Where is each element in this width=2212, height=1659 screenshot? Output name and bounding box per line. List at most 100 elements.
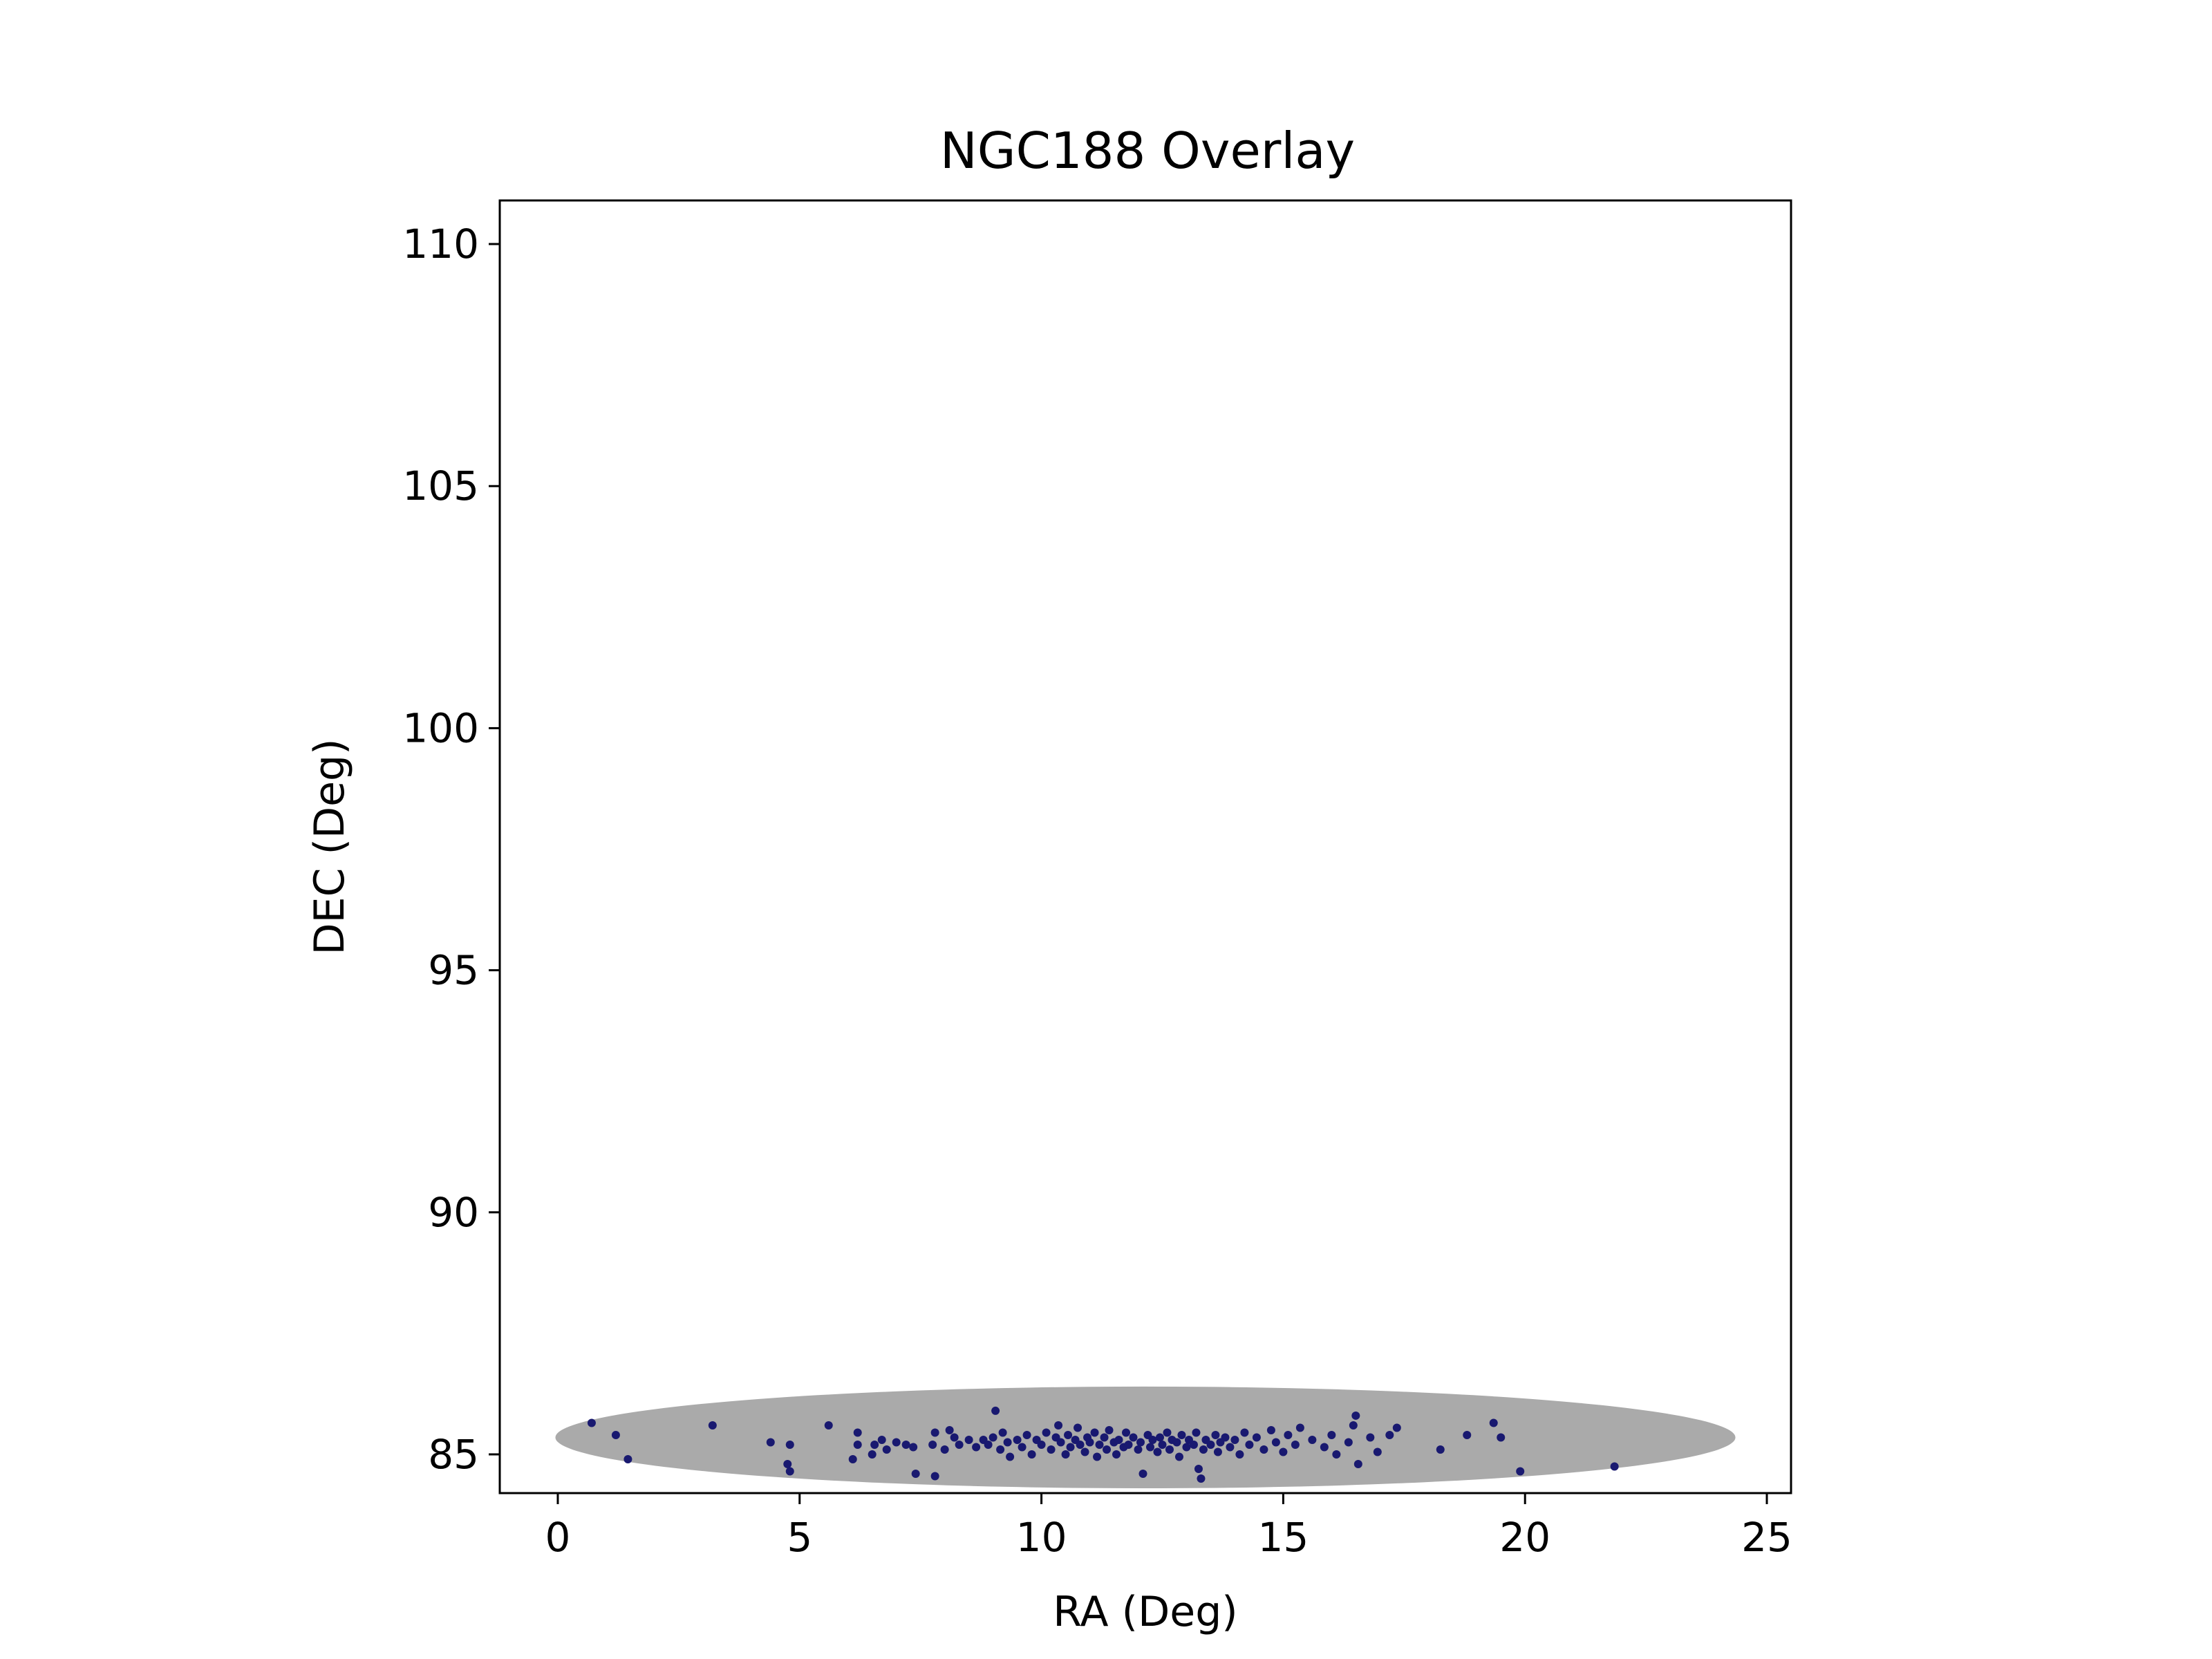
x-tick-label: 10 — [1016, 1514, 1067, 1561]
data-point — [945, 1425, 954, 1434]
data-point — [930, 1472, 939, 1481]
x-tick-label: 25 — [1741, 1514, 1792, 1561]
data-point — [1226, 1443, 1235, 1452]
data-point — [1392, 1423, 1401, 1432]
y-tick-label: 100 — [402, 704, 479, 751]
data-point — [1366, 1433, 1375, 1442]
data-point — [1295, 1423, 1304, 1432]
data-point — [1177, 1430, 1186, 1439]
data-point — [1344, 1438, 1353, 1447]
data-point — [901, 1440, 910, 1449]
plot-area — [555, 1386, 1736, 1488]
data-point — [1516, 1467, 1525, 1476]
data-point — [853, 1428, 862, 1437]
data-point — [1349, 1421, 1358, 1430]
data-point — [955, 1440, 964, 1449]
data-point — [1194, 1464, 1203, 1473]
data-point — [824, 1421, 833, 1430]
y-tick-label: 110 — [402, 221, 479, 268]
data-point — [988, 1433, 997, 1442]
data-point — [1061, 1450, 1070, 1459]
data-point — [785, 1467, 794, 1476]
data-point — [1158, 1440, 1167, 1449]
data-point — [587, 1418, 596, 1427]
data-point — [1211, 1430, 1220, 1439]
data-point — [1259, 1445, 1268, 1454]
data-point — [1291, 1440, 1300, 1449]
x-tick-label: 15 — [1257, 1514, 1309, 1561]
data-point — [1163, 1428, 1172, 1437]
data-point — [1153, 1447, 1162, 1456]
data-point — [1013, 1435, 1022, 1444]
data-point — [1122, 1428, 1131, 1437]
data-point — [1124, 1440, 1133, 1449]
data-point — [1145, 1443, 1154, 1452]
data-point — [1436, 1445, 1445, 1454]
data-point — [892, 1438, 901, 1447]
data-point — [1240, 1428, 1249, 1437]
data-point — [1112, 1450, 1121, 1459]
data-point — [911, 1469, 920, 1478]
data-point — [870, 1440, 879, 1449]
data-point — [1054, 1421, 1063, 1430]
data-point — [1148, 1435, 1157, 1444]
data-point — [1252, 1433, 1261, 1442]
x-axis-label: RA (Deg) — [1053, 1588, 1237, 1636]
data-point — [1284, 1430, 1293, 1439]
data-point — [940, 1445, 949, 1454]
data-point — [972, 1443, 981, 1452]
data-point — [1114, 1435, 1123, 1444]
data-point — [1064, 1430, 1073, 1439]
data-point — [1074, 1423, 1082, 1432]
data-point — [1003, 1438, 1012, 1447]
data-point — [1327, 1430, 1336, 1439]
data-point — [998, 1428, 1007, 1437]
x-tick-label: 0 — [545, 1514, 571, 1561]
data-point — [1165, 1445, 1174, 1454]
data-point — [848, 1454, 857, 1463]
data-point — [1373, 1447, 1382, 1456]
data-point — [624, 1454, 632, 1463]
y-tick-label: 85 — [428, 1431, 479, 1478]
data-point — [1100, 1433, 1109, 1442]
data-point — [1353, 1459, 1362, 1468]
data-point — [996, 1445, 1005, 1454]
data-point — [1189, 1440, 1198, 1449]
data-point — [1085, 1438, 1094, 1447]
data-point — [882, 1445, 891, 1454]
data-point — [1129, 1433, 1138, 1442]
data-point — [1076, 1440, 1085, 1449]
x-tick-label: 20 — [1499, 1514, 1550, 1561]
data-point — [1134, 1445, 1143, 1454]
data-point — [1172, 1438, 1181, 1447]
data-point — [1332, 1450, 1341, 1459]
data-point — [991, 1406, 1000, 1415]
data-point — [1138, 1469, 1147, 1478]
data-point — [1221, 1433, 1230, 1442]
data-point — [930, 1428, 939, 1437]
y-tick-label: 105 — [402, 462, 479, 509]
data-point — [1230, 1435, 1239, 1444]
data-point — [1037, 1440, 1046, 1449]
data-point — [950, 1433, 959, 1442]
axes-frame — [498, 199, 1792, 1494]
data-point — [984, 1440, 993, 1449]
data-point — [1006, 1452, 1015, 1461]
data-point — [1320, 1443, 1329, 1452]
data-point — [1105, 1425, 1114, 1434]
y-axis-label: DEC (Deg) — [306, 738, 354, 955]
data-point — [785, 1440, 794, 1449]
data-point — [1463, 1430, 1472, 1439]
data-point — [1497, 1433, 1506, 1442]
data-point — [1206, 1440, 1215, 1449]
data-point — [964, 1435, 973, 1444]
data-point — [1235, 1450, 1244, 1459]
data-point — [1351, 1411, 1360, 1420]
data-point — [1489, 1418, 1498, 1427]
data-point — [1066, 1443, 1075, 1452]
data-point — [1213, 1447, 1222, 1456]
data-point — [1266, 1425, 1275, 1434]
data-point — [1385, 1430, 1394, 1439]
data-point — [1271, 1438, 1280, 1447]
